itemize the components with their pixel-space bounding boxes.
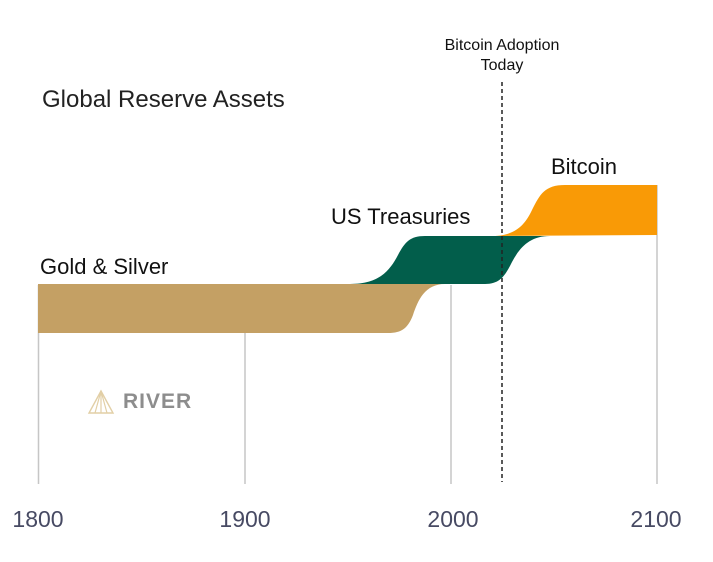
x-tick-2100: 2100 [630, 506, 682, 532]
logo-text: RIVER [123, 390, 193, 413]
label-us-treasuries: US Treasuries [331, 204, 471, 229]
x-tick-1900: 1900 [219, 506, 271, 532]
us-treasuries-band [350, 236, 550, 284]
river-logo: RIVER [123, 390, 192, 414]
annotation-label: Bitcoin Adoption Today [412, 36, 592, 76]
chart-title: Global Reserve Assets [42, 86, 285, 113]
label-gold-silver: Gold & Silver [40, 254, 169, 279]
x-tick-2000: 2000 [427, 506, 479, 532]
label-bitcoin: Bitcoin [551, 154, 618, 179]
river-logo-icon [87, 389, 115, 414]
annotation-line-2: Today [480, 57, 524, 74]
bitcoin-band [492, 185, 657, 236]
gold-silver-band [38, 284, 445, 333]
x-tick-1800: 1800 [12, 506, 64, 532]
annotation-line-1: Bitcoin Adoption [444, 37, 560, 54]
